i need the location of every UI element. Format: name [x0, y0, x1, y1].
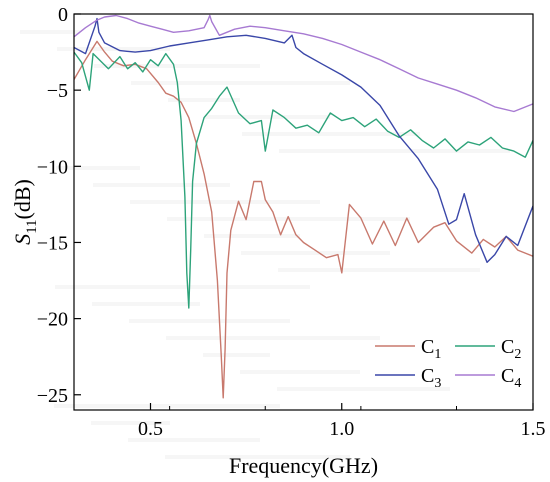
watermark-stripe	[204, 234, 300, 238]
watermark-stripe	[241, 251, 390, 255]
watermark-stripe	[128, 438, 260, 442]
y-tick-label: −5	[47, 80, 68, 102]
watermark-stripe	[165, 455, 350, 459]
y-tick-label: −25	[37, 385, 68, 407]
watermark-stripe	[203, 353, 270, 357]
series-line-c4	[74, 14, 533, 113]
watermark-stripe	[129, 319, 290, 323]
legend-label-c2: C2	[501, 336, 521, 362]
watermark-stripe	[205, 115, 330, 119]
y-axis-title: S11(dB)	[10, 179, 40, 245]
y-tick-label: −20	[37, 309, 68, 331]
legend-label-c1: C1	[421, 336, 441, 362]
watermark-stripe	[91, 421, 170, 425]
watermark-stripe	[54, 404, 280, 408]
watermark-stripe	[277, 387, 450, 391]
legend-label-c4: C4	[501, 365, 521, 391]
watermark-stripe	[168, 98, 240, 102]
y-axis-title-unit: (dB)	[10, 179, 35, 219]
watermark-stripe	[93, 183, 230, 187]
y-tick-label: −10	[37, 156, 68, 178]
y-axis-title-main: S	[10, 234, 35, 245]
watermark-stripe	[279, 149, 510, 153]
x-tick-label: 1.0	[329, 418, 354, 440]
legend-label-c3: C3	[421, 365, 441, 391]
watermark-stripe	[131, 81, 350, 85]
x-axis-title: Frequency(GHz)	[229, 453, 378, 478]
y-tick-label: −15	[37, 232, 68, 254]
series-line-c3	[74, 17, 533, 263]
watermark-stripe	[242, 132, 420, 136]
series-line-c1	[74, 40, 533, 399]
watermark-stripe	[94, 64, 260, 68]
y-tick-label: 0	[58, 4, 68, 26]
watermark-stripe	[92, 302, 200, 306]
y-axis-title-sub: 11	[24, 219, 40, 233]
watermark-stripe	[130, 200, 320, 204]
watermark-stripe	[56, 166, 140, 170]
plot-frame	[73, 13, 534, 411]
ticks-layer: 0.5 1.0 1.5 0 −5 −10 −15 −20 −25	[37, 4, 546, 440]
watermark-stripe	[278, 268, 480, 272]
watermark-stripe	[20, 30, 80, 34]
watermark-stripe	[57, 47, 170, 51]
watermark-stripe	[55, 285, 310, 289]
watermark-stripe	[166, 336, 380, 340]
series-layer	[74, 14, 533, 399]
x-tick-label: 1.5	[521, 418, 546, 440]
series-line-c2	[74, 51, 533, 309]
x-tick-label: 0.5	[138, 418, 163, 440]
background-watermark	[20, 30, 510, 459]
legend: C1 C2 C3 C4	[375, 336, 521, 391]
watermark-stripe	[240, 370, 360, 374]
